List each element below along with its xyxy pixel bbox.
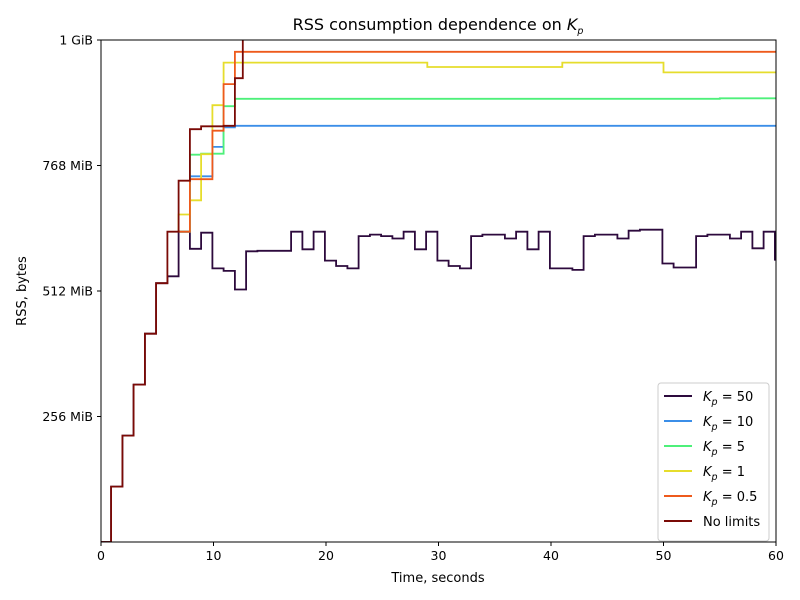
x-tick-label: 10 xyxy=(206,548,222,563)
x-tick-label: 20 xyxy=(318,548,334,563)
legend-label-4: Kp = 0.5 xyxy=(703,490,757,508)
y-tick-label: 256 MiB xyxy=(42,409,93,424)
x-tick-label: 30 xyxy=(431,548,447,563)
y-tick-label: 768 MiB xyxy=(42,158,93,173)
series-line-0 xyxy=(101,228,776,542)
x-tick-label: 60 xyxy=(768,548,784,563)
axes-layer: 0 10 20 30 40 50 60 256 MiB 512 MiB 768 MiB 1 GiB xyxy=(42,33,784,564)
legend-frame xyxy=(657,382,770,542)
x-tick-label: 50 xyxy=(656,548,672,563)
legend-label-5: No limits xyxy=(703,515,760,530)
x-tick-label: 0 xyxy=(97,548,105,563)
series-line-4 xyxy=(178,50,776,233)
series-layer xyxy=(101,40,776,542)
legend-label-0: Kp = 50 xyxy=(703,390,753,408)
y-tick-label: 1 GiB xyxy=(59,33,93,48)
x-tick-label: 40 xyxy=(543,548,559,563)
y-tick-label: 512 MiB xyxy=(42,284,93,299)
series-line-5 xyxy=(101,40,244,542)
x-axis-label: Time, seconds xyxy=(390,571,484,586)
legend-label-1: Kp = 10 xyxy=(703,415,753,433)
legend-label-3: Kp = 1 xyxy=(703,465,745,483)
legend-label-2: Kp = 5 xyxy=(703,440,745,458)
y-axis-label: RSS, bytes xyxy=(15,256,30,326)
chart-title: RSS consumption dependence on Kp xyxy=(293,15,584,37)
legend: Kp = 50 Kp = 10 Kp = 5 Kp = 1 Kp = 0.5 No lim… xyxy=(657,382,770,542)
